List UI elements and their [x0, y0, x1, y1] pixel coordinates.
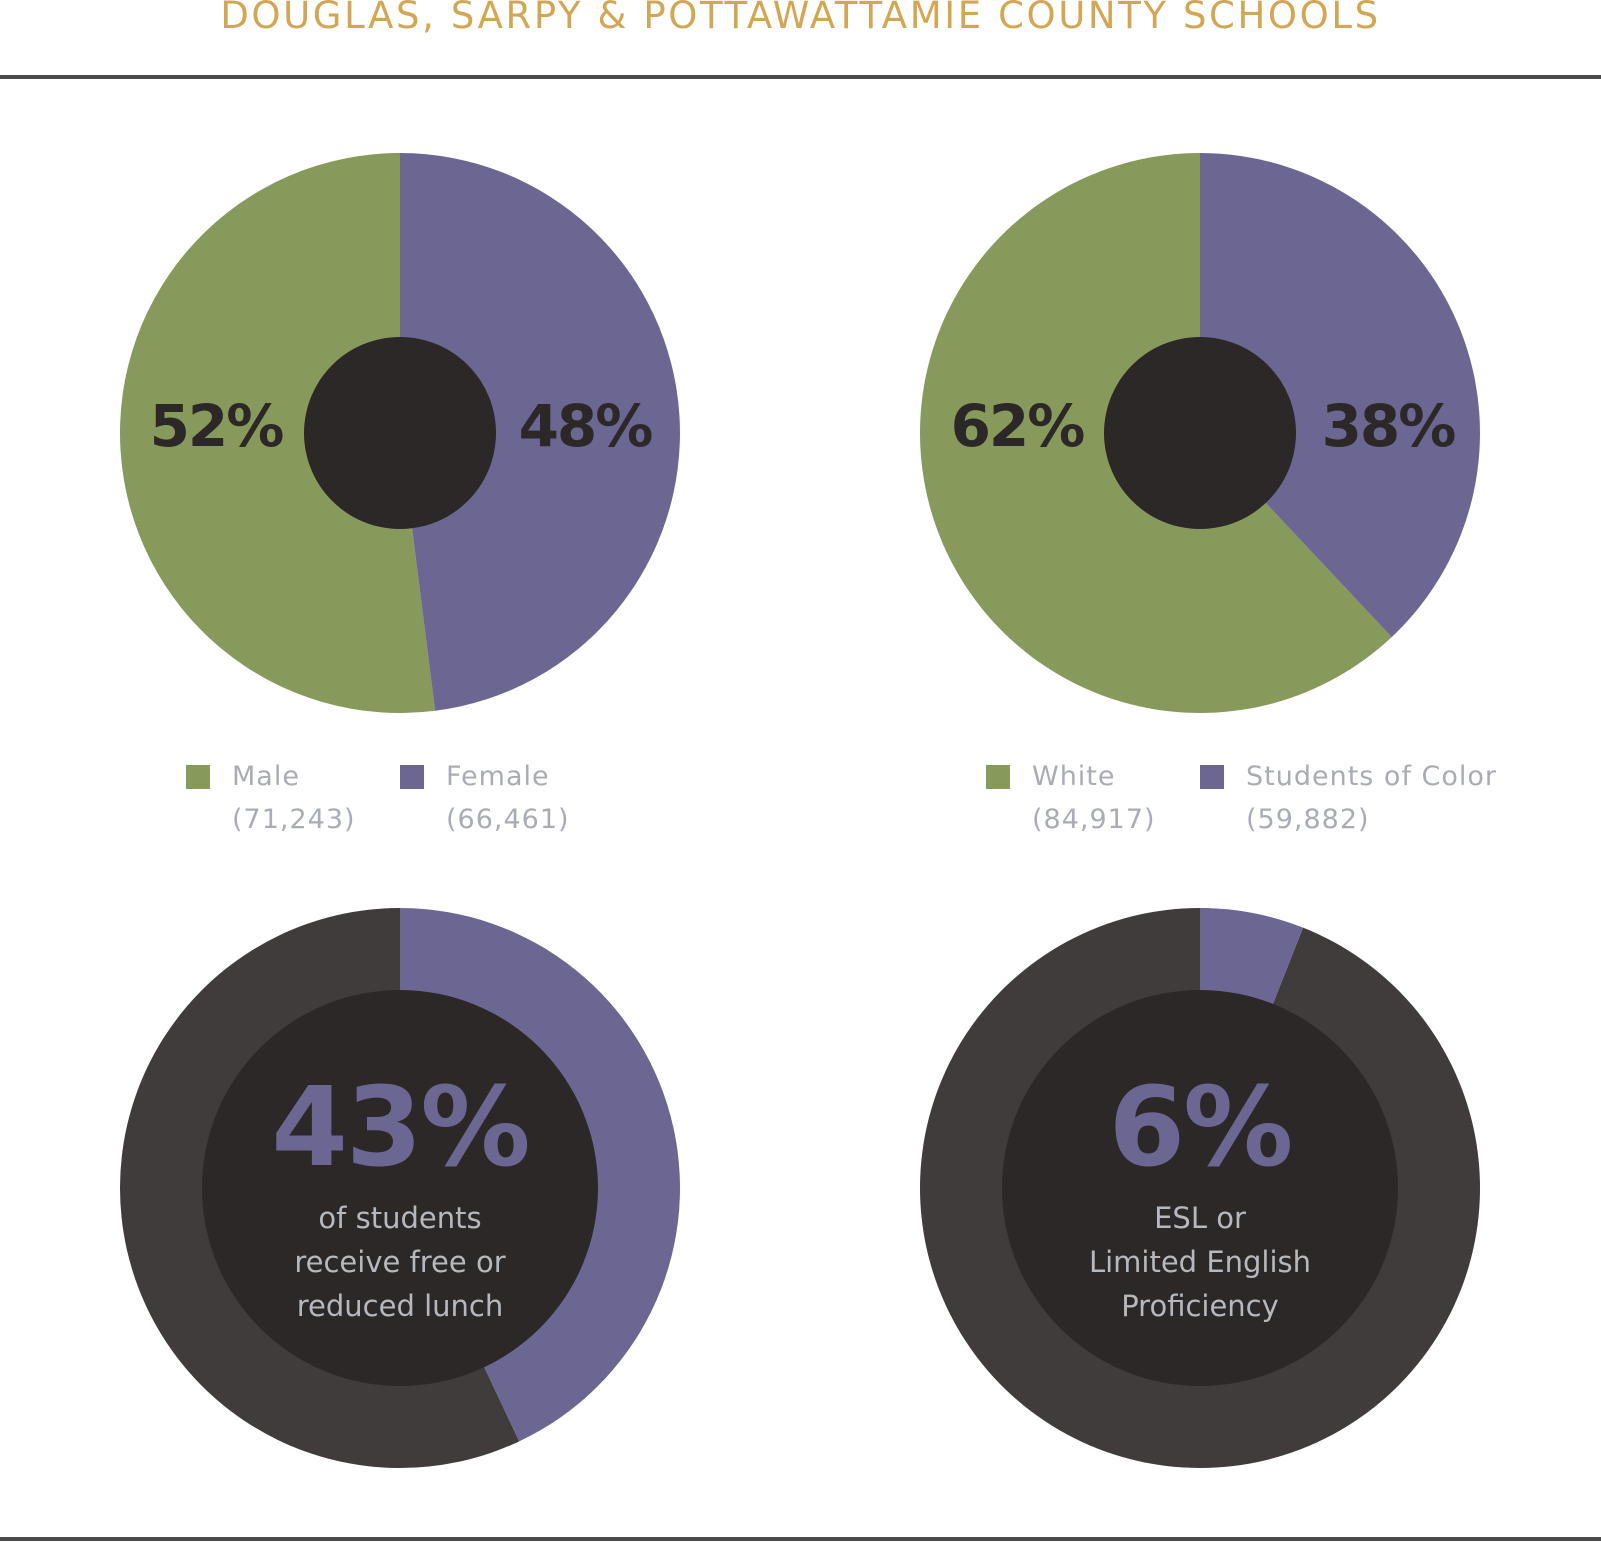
white-legend-count: (84,917) [1032, 804, 1156, 835]
female-legend-swatch [400, 765, 424, 789]
female-legend-label: Female [446, 761, 550, 792]
lunch-caption-line-2: receive free or [294, 1245, 505, 1279]
male-legend-label: Male [232, 761, 300, 792]
students-of-color-slice [1200, 153, 1480, 638]
esl-caption-line-1: ESL or [1154, 1201, 1246, 1235]
lunch-big-percent: 43% [271, 1063, 528, 1191]
male-percent-label: 52% [150, 392, 284, 460]
female-legend-count: (66,461) [446, 804, 570, 835]
white-percent-label: 62% [951, 392, 1085, 460]
students-of-color-percent-label: 38% [1322, 392, 1456, 460]
male-legend-swatch [186, 765, 210, 789]
esl-center-hole [1002, 990, 1398, 1386]
race-pie-chart: 62% 38% [919, 153, 1480, 713]
race-center-hole [1104, 337, 1296, 529]
bottom-divider [0, 1537, 1601, 1541]
lunch-donut-chart: 43% of students receive free or reduced … [119, 907, 680, 1469]
page-title: DOUGLAS, SARPY & POTTAWATTAMIE COUNTY SC… [220, 0, 1381, 37]
female-percent-label: 48% [519, 392, 653, 460]
gender-center-hole [304, 337, 496, 529]
white-legend-swatch [986, 765, 1010, 789]
lunch-caption-line-1: of students [318, 1201, 481, 1235]
esl-big-percent: 6% [1109, 1063, 1292, 1191]
top-divider [0, 75, 1601, 79]
male-legend-count: (71,243) [232, 804, 356, 835]
esl-caption-line-2: Limited English [1089, 1245, 1311, 1279]
students-of-color-legend-swatch [1200, 765, 1224, 789]
students-of-color-legend-label: Students of Color [1246, 761, 1498, 792]
male-slice [119, 153, 436, 713]
lunch-center-hole [202, 990, 598, 1386]
esl-donut-chart: 6% ESL or Limited English Proficiency [920, 908, 1481, 1468]
gender-pie-chart: 52% 48% [119, 153, 680, 713]
esl-caption-line-3: Proficiency [1121, 1289, 1279, 1323]
students-of-color-legend-count: (59,882) [1246, 804, 1370, 835]
female-slice [400, 153, 680, 711]
lunch-caption-line-3: reduced lunch [297, 1289, 503, 1323]
white-legend-label: White [1032, 761, 1116, 792]
